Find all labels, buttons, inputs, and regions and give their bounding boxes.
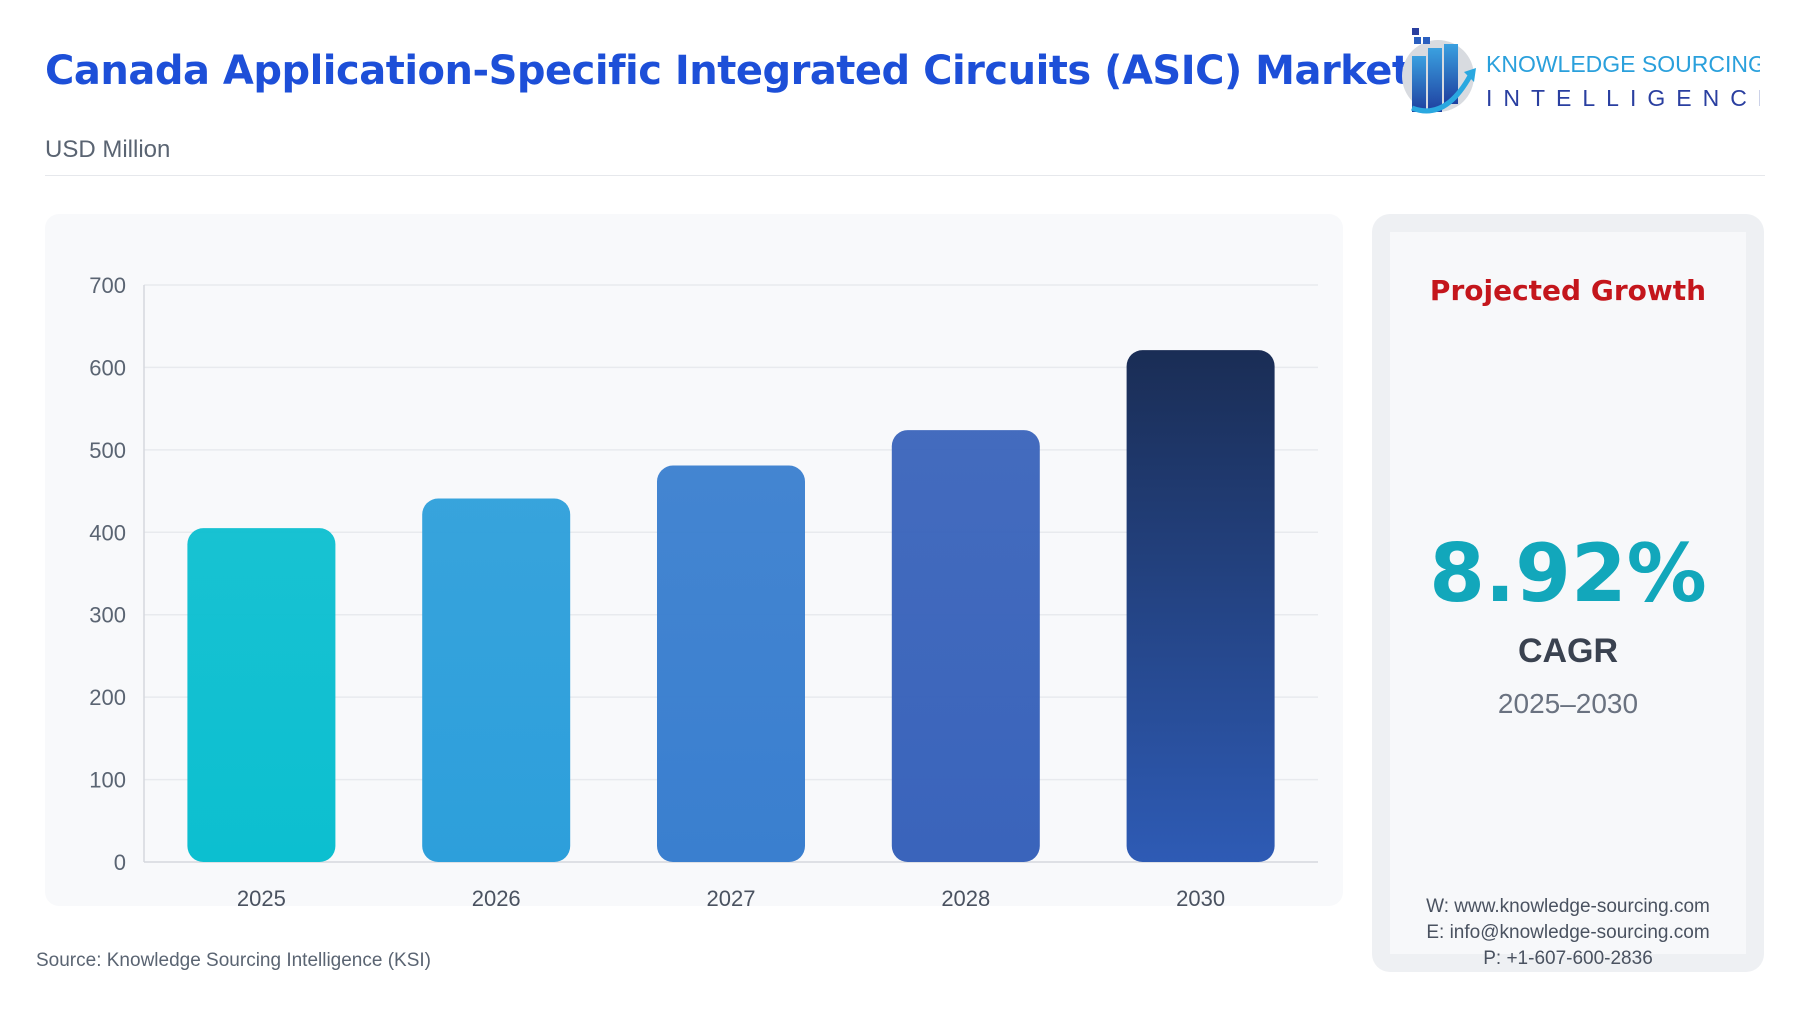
logo-icon: KNOWLEDGE SOURCING INTELLIGENCE (1402, 28, 1773, 114)
y-tick-label: 500 (89, 438, 126, 463)
x-tick-label: 2025 (237, 886, 286, 906)
y-tick-label: 700 (89, 273, 126, 298)
y-tick-label: 400 (89, 520, 126, 545)
bar-2026 (422, 498, 571, 862)
chart-panel: 0 100 200 300 400 500 600 700 2025 2026 2027 2028 20… (45, 214, 1343, 906)
contact-web[interactable]: W: www.knowledge-sourcing.com (1426, 896, 1710, 917)
y-tick-label: 200 (89, 685, 126, 710)
y-tick-label: 600 (89, 355, 126, 380)
x-tick-label: 2027 (707, 886, 756, 906)
ksi-logo: KNOWLEDGE SOURCING INTELLIGENCE (1400, 26, 1773, 121)
y-tick-label: 100 (89, 768, 126, 793)
x-tick-label: 2026 (472, 886, 521, 906)
x-tick-label: 2030 (1176, 886, 1225, 906)
cagr-period: 2025–2030 (1497, 688, 1639, 719)
bar-chart: 0 100 200 300 400 500 600 700 2025 2026 2027 2028 20… (89, 273, 1318, 906)
unit-subtitle: USD Million (45, 136, 171, 163)
contact-email[interactable]: E: info@knowledge-sourcing.com (1426, 922, 1710, 943)
logo-text-2: INTELLIGENCE (1486, 85, 1760, 111)
growth-card: Projected Growth 8.92% CAGR 2025–2030 W:… (1372, 214, 1764, 972)
y-tick-label: 0 (114, 850, 126, 875)
bar-2028 (891, 430, 1040, 862)
contact-phone: P: +1-607-600-2836 (1483, 948, 1653, 969)
source-note: Source: Knowledge Sourcing Intelligence … (36, 950, 432, 971)
page-title: Canada Application-Specific Integrated C… (45, 48, 1411, 94)
x-tick-label: 2028 (941, 886, 990, 906)
growth-heading: Projected Growth (1429, 274, 1707, 307)
bar-2030 (1126, 350, 1275, 862)
bar-2027 (657, 465, 805, 862)
bar-2025 (187, 528, 336, 862)
logo-text-1: KNOWLEDGE SOURCING (1486, 51, 1760, 77)
cagr-value: 8.92% (1429, 527, 1707, 620)
divider (45, 175, 1765, 176)
cagr-label: CAGR (1517, 632, 1619, 670)
y-tick-label: 300 (89, 603, 126, 628)
